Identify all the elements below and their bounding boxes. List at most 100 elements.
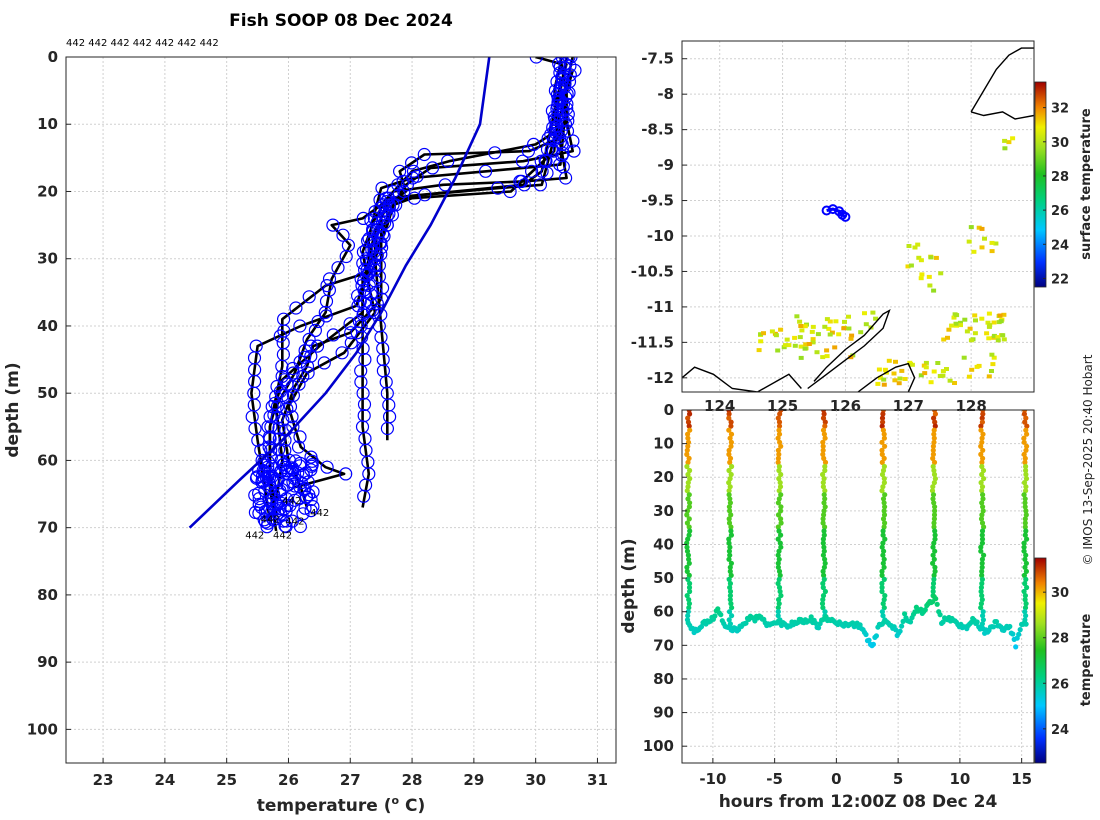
profile-marker (379, 191, 393, 205)
surface-temperature-cell (986, 311, 992, 316)
section-point (684, 564, 690, 570)
section-point (980, 508, 986, 514)
surface-temperature-cell (953, 321, 959, 326)
section-point (933, 596, 939, 602)
profile-marker (286, 420, 300, 434)
profile-y-tick-label: 70 (37, 519, 58, 537)
section-point (979, 556, 986, 562)
section-point (685, 435, 691, 441)
profile-marker (548, 123, 562, 137)
profile-marker (289, 301, 303, 315)
section-point (775, 512, 782, 518)
surface-temperature-cell (909, 362, 915, 367)
section-point (715, 606, 721, 612)
section-point (1021, 451, 1027, 457)
surface-temperature-cell (899, 368, 905, 373)
surface-temperature-cell (986, 336, 992, 341)
section-point (932, 476, 939, 482)
surface-temperature-cell (952, 381, 957, 385)
profile-marker (278, 373, 292, 387)
surface-temperature-cell (935, 361, 941, 365)
profile-marker (356, 386, 370, 400)
section-point (821, 431, 828, 437)
section-point (822, 467, 828, 474)
section-point (822, 459, 829, 465)
profile-panel: 23 24 25 26 27 28 29 30 31 0 10 20 30 40 50 60 70 80 90 100… (3, 11, 617, 816)
profile-marker (417, 147, 431, 162)
section-point (882, 504, 888, 510)
profile-x-tick-label: 27 (340, 771, 361, 789)
section-point (1023, 467, 1029, 474)
profile-marker (365, 254, 379, 268)
section-point (778, 532, 784, 538)
profile-marker (385, 208, 399, 222)
surface-temperature-cell (806, 342, 812, 346)
section-point (820, 451, 826, 457)
section-point (1022, 597, 1028, 603)
surface-temperature-cell (891, 371, 897, 376)
section-point (930, 443, 937, 449)
section-point (684, 544, 690, 550)
section-point (776, 467, 782, 474)
section-point (931, 431, 937, 437)
section-point (778, 471, 784, 478)
section-point (980, 617, 987, 623)
surface-temperature-cell (797, 319, 803, 324)
section-point (931, 467, 937, 474)
profile-marker (372, 258, 386, 272)
section-point (1023, 427, 1029, 433)
section-point (978, 584, 985, 591)
surface-temperature-cell (876, 367, 882, 372)
section-point (879, 439, 885, 445)
section-point (776, 496, 782, 502)
section-point (978, 516, 985, 522)
surface-temperature-cell (786, 343, 792, 348)
section-point (822, 463, 828, 470)
surface-temperature-cell (997, 313, 1003, 318)
surface-temperature-cell (810, 324, 816, 329)
temperature-colorbar-tick-label: 24 (1051, 723, 1069, 738)
surface-temperature-cell (802, 346, 808, 351)
profile-marker (364, 296, 378, 311)
section-point (880, 532, 886, 538)
profile-y-tick-label: 60 (37, 451, 58, 469)
section-point (881, 480, 888, 486)
profile-marker (293, 319, 307, 333)
profile-marker (488, 146, 502, 160)
section-point (728, 443, 734, 449)
profile-y-tick-label: 90 (37, 653, 58, 671)
section-point (907, 619, 914, 625)
section-point (897, 628, 903, 634)
surface-temperature-cell (998, 319, 1004, 324)
section-point (980, 492, 986, 498)
section-point (980, 431, 986, 437)
section-y-tick-label: 20 (653, 468, 674, 486)
surface-temperature-cell (832, 345, 838, 350)
profile-marker (546, 120, 560, 135)
section-point (931, 520, 937, 526)
surface-temperature-cell (849, 333, 855, 338)
profile-marker (305, 454, 319, 468)
section-point (684, 508, 691, 514)
profile-marker (343, 317, 357, 331)
profile-marker (257, 513, 271, 527)
section-point (726, 576, 732, 583)
section-point (1021, 480, 1028, 486)
section-point (775, 552, 781, 558)
surface-temperature-cell (931, 369, 937, 374)
surface-temperature-cell (902, 377, 908, 381)
surface-temperature-cell (892, 378, 898, 383)
section-point (1022, 419, 1028, 425)
map-y-tick-label: -10 (647, 227, 674, 245)
section-point (882, 520, 888, 526)
section-point (978, 601, 985, 607)
profile-marker (260, 472, 274, 486)
profile-marker (380, 421, 394, 436)
section-point (729, 613, 735, 619)
section-point (687, 588, 693, 595)
surface-temperature-cell (877, 375, 883, 380)
profile-marker (546, 144, 561, 158)
section-point (685, 536, 691, 542)
section-point (980, 613, 986, 619)
